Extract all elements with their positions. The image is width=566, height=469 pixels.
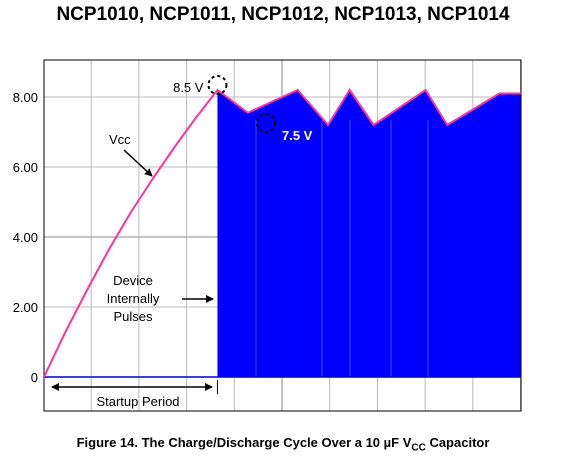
valley-label: 7.5 V [282,128,313,143]
device-label-line: Internally [107,291,160,306]
device-label-line: Device [113,273,153,288]
vcc-arrow [123,149,153,177]
caption-subscript: CC [411,442,426,454]
startup-label: Startup Period [96,394,179,409]
y-tick-label: 6.00 [13,160,38,175]
vcc-series [43,88,521,378]
y-tick-label: 4.00 [13,230,38,245]
peak-label: 8.5 V [173,80,204,95]
y-tick-label: 0 [31,370,38,385]
device-label-line: Pulses [113,309,153,324]
vcc-label: Vcc [109,132,131,147]
caption-suffix: Capacitor [425,435,490,450]
plot-frame [43,59,522,412]
pulse-fill-area [217,90,522,377]
y-tick-label: 2.00 [13,300,38,315]
peak-marker [207,75,228,95]
valley-marker [256,113,276,133]
page-title: NCP1010, NCP1011, NCP1012, NCP1013, NCP1… [56,4,510,25]
plot-border [43,59,522,412]
figure-caption: Figure 14. The Charge/Discharge Cycle Ov… [0,435,566,454]
y-tick-label: 8.00 [13,90,38,105]
annotations: 8.5 V 7.5 V Vcc Device Internally Pulses Start… [51,75,313,409]
y-axis-tick-labels: 0 2.00 4.00 6.00 8.00 [13,90,38,385]
pulse-fill-region [217,90,522,377]
vcc-line [43,88,521,378]
caption-prefix: Figure 14. The Charge/Discharge Cycle Ov… [76,435,412,450]
